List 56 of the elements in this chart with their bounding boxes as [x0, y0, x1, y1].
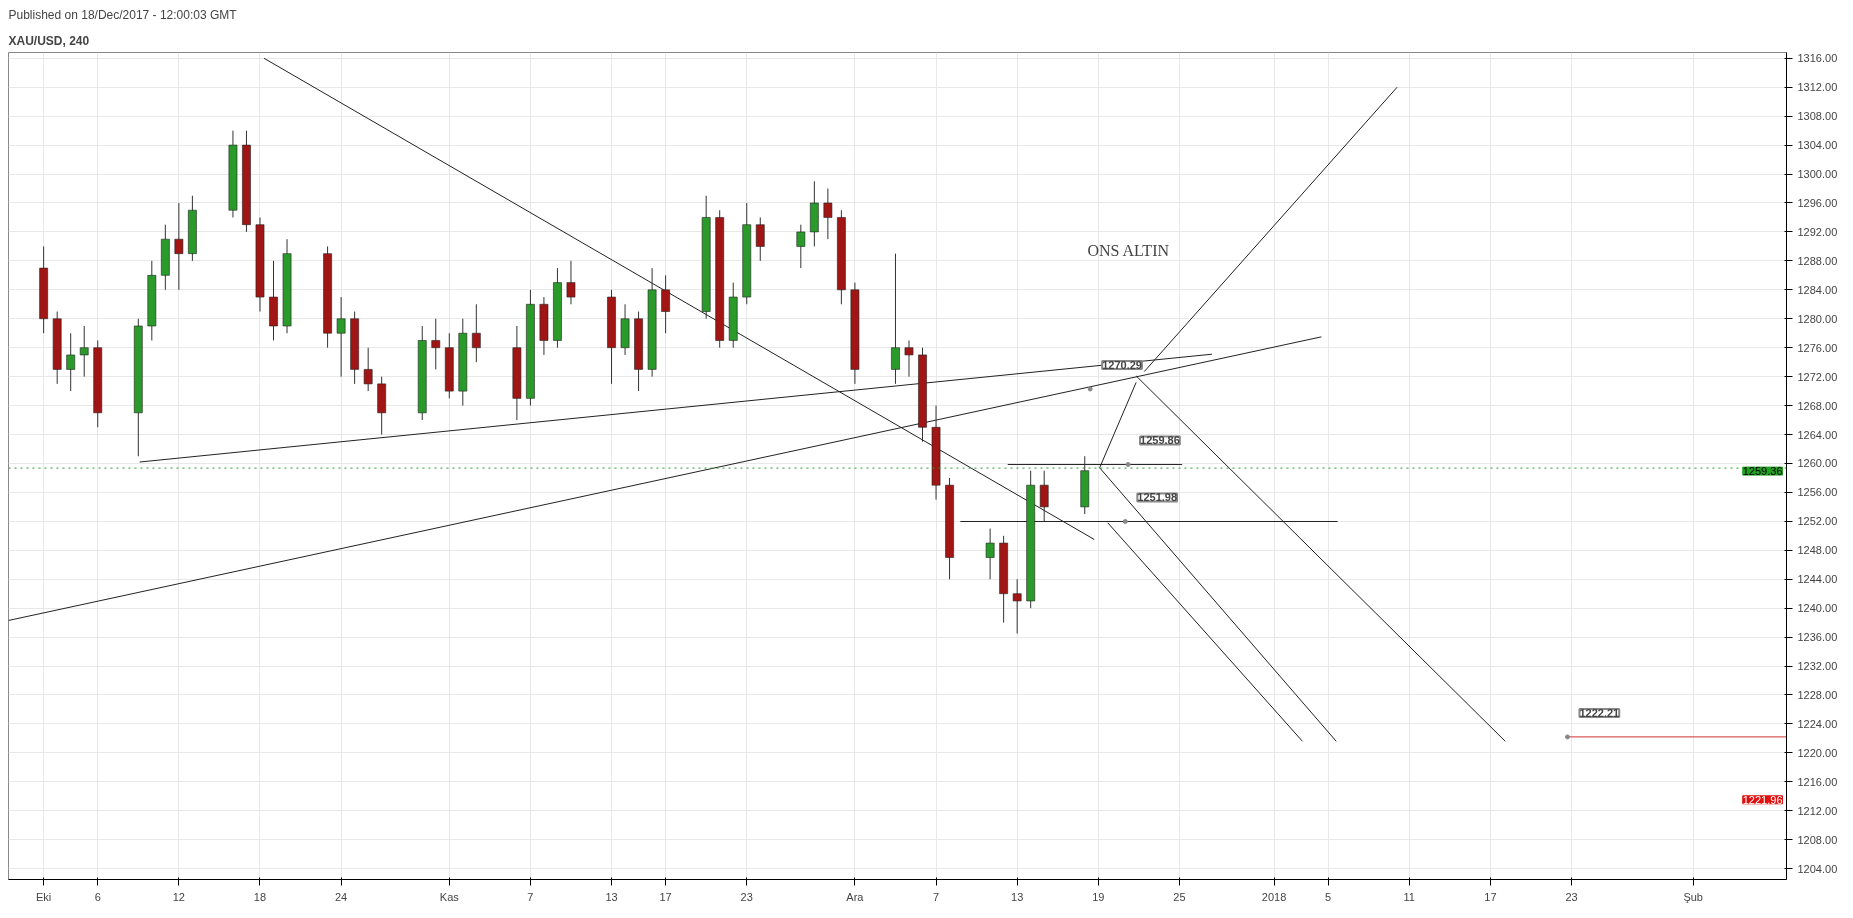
x-tick-label: 17: [659, 890, 672, 903]
x-tick-label: Şub: [1683, 890, 1703, 903]
y-tick-label: 1316.00: [1797, 52, 1838, 65]
y-tick-label: 1264.00: [1797, 428, 1838, 441]
x-tick-label: 11: [1403, 890, 1415, 903]
y-tick-label: 1248.00: [1797, 544, 1838, 557]
annotation: 1221.96: [1742, 793, 1783, 806]
x-tick-label: 17: [1484, 890, 1497, 903]
x-tick-label: 7: [932, 890, 940, 903]
y-tick-label: 1284.00: [1797, 283, 1838, 296]
x-tick-label: 2018: [1261, 890, 1287, 903]
y-tick-label: 1244.00: [1797, 573, 1838, 586]
y-tick-label: 1220.00: [1797, 746, 1838, 759]
x-tick-label: 6: [94, 890, 101, 903]
y-tick-label: 1216.00: [1797, 775, 1838, 788]
y-tick-label: 1268.00: [1797, 399, 1838, 412]
y-tick-label: 1232.00: [1797, 660, 1838, 673]
y-tick-label: 1304.00: [1797, 139, 1838, 152]
x-tick-label: 18: [253, 890, 267, 903]
y-tick-label: 1272.00: [1797, 370, 1838, 383]
x-tick-label: 5: [1325, 890, 1332, 903]
y-tick-label: 1252.00: [1797, 515, 1838, 528]
x-tick-label: Eki: [36, 890, 52, 903]
x-tick-label: 25: [1173, 890, 1186, 903]
x-tick-label: 23: [740, 890, 753, 903]
y-tick-label: 1288.00: [1797, 254, 1838, 267]
x-tick-label: 19: [1092, 890, 1105, 903]
x-tick-label: 13: [1011, 890, 1024, 903]
y-tick-label: 1204.00: [1797, 862, 1838, 875]
y-tick-label: 1240.00: [1797, 602, 1838, 615]
chart-subtitle: Published on 18/Dec/2017 - 12:00:03 GMT: [8, 7, 238, 22]
annotation: ONS ALTIN: [1087, 242, 1170, 260]
y-tick-label: 1312.00: [1797, 81, 1838, 94]
x-tick-label: Kas: [439, 890, 460, 903]
x-tick-label: 12: [172, 890, 185, 903]
x-tick-label: 7: [527, 890, 534, 903]
y-tick-label: 1296.00: [1797, 197, 1838, 209]
ref-line-label: 1259.36: [1742, 465, 1783, 478]
y-tick-label: 1256.00: [1797, 486, 1838, 499]
y-tick-label: 1236.00: [1797, 631, 1838, 644]
y-tick-label: 1300.00: [1797, 168, 1838, 181]
y-tick-label: 1280.00: [1797, 312, 1838, 325]
y-tick-label: 1208.00: [1797, 833, 1838, 846]
y-tick-label: 1308.00: [1797, 110, 1838, 123]
annotation: 1222.21: [1579, 706, 1620, 719]
x-tick-label: Ara: [846, 890, 865, 903]
x-tick-label: 23: [1565, 890, 1578, 903]
x-tick-label: 24: [335, 890, 348, 903]
y-tick-label: 1276.00: [1797, 341, 1838, 354]
y-tick-label: 1260.00: [1797, 457, 1838, 470]
y-tick-label: 1224.00: [1797, 717, 1838, 730]
y-tick-label: 1292.00: [1797, 225, 1838, 238]
y-tick-label: 1212.00: [1797, 804, 1838, 817]
x-tick-label: 13: [605, 890, 618, 903]
chart-title: XAU/USD, 240: [8, 33, 90, 48]
y-tick-label: 1228.00: [1797, 689, 1838, 701]
